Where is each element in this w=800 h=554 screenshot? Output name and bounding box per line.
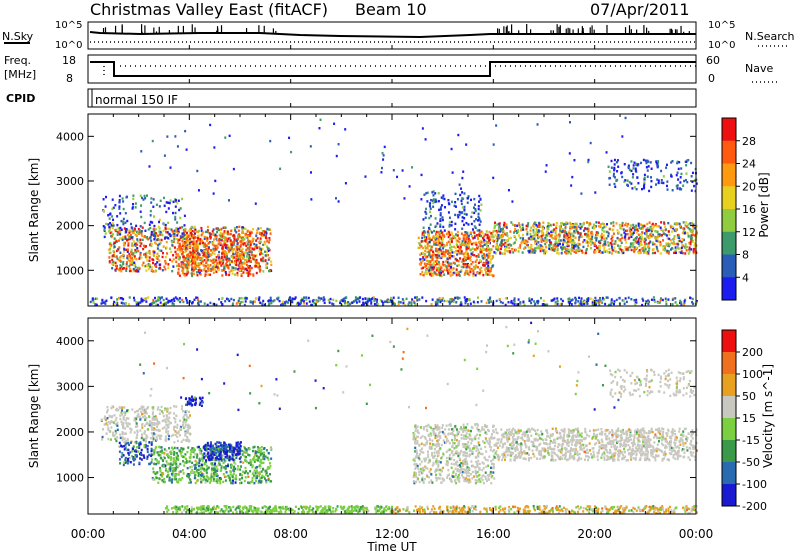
velocity-colorbar-swatch [722,374,736,397]
time-tick-0: 00:00 [71,527,106,541]
nsearch-tick-bottom: 10^0 [708,40,735,51]
nave-label: Nave [745,62,773,75]
power-ytick-1: 2000 [56,220,84,233]
velocity-colorbar-tick-2: 50 [742,390,756,403]
beam-label: Beam 10 [355,0,427,19]
velocity-ylabel: Slant Range [km] [27,364,41,468]
velocity-colorbar-swatch [722,396,736,419]
power-colorbar-label: Power [dB] [757,172,771,237]
power-colorbar-swatch [722,209,736,233]
time-tick-5: 20:00 [577,527,612,541]
power-colorbar-tick-3: 16 [742,203,756,216]
power-colorbar-tick-6: 28 [742,135,756,148]
velocity-colorbar-tick-7: -200 [742,500,767,513]
velocity-panel: 1000 2000 3000 4000 Slant Range [km] 200 100… [27,317,775,515]
velocity-colorbar-tick-3: 15 [742,412,756,425]
velocity-ytick-3: 4000 [56,335,84,348]
power-data [89,116,698,307]
power-colorbar-swatch [722,140,736,164]
nsky-tick-top: 10^5 [55,20,82,31]
nsky-line [89,31,696,39]
velocity-ytick-2: 3000 [56,380,84,393]
velocity-colorbar-swatch [722,484,736,507]
velocity-colorbar-tick-1: 100 [742,368,763,381]
velocity-ytick-0: 1000 [56,472,84,485]
cpid-label: CPID [6,92,35,105]
nsky-spikes [102,24,690,34]
cpid-panel: CPID normal 150 IF [6,88,697,108]
freq-panel: Freq. [MHz] 18 8 60 0 Nave [4,54,778,85]
velocity-colorbar-tick-5: -50 [742,456,760,469]
nsky-panel: N.Sky 10^5 10^0 10^5 10^0 N.Search [2,20,795,51]
velocity-colorbar-tick-6: -100 [742,478,767,491]
velocity-data [100,321,698,515]
power-colorbar-swatch [722,277,736,301]
cpid-value: normal 150 IF [95,93,178,107]
velocity-colorbar-swatch [722,330,736,353]
power-colorbar-swatch [722,186,736,210]
nsky-label: N.Sky [2,30,34,43]
power-colorbar-tick-2: 12 [742,226,756,239]
nsky-tick-bottom: 10^0 [55,40,82,51]
freq-tick-top: 18 [62,54,76,67]
time-tick-2: 08:00 [273,527,308,541]
time-axis: 00:00 04:00 08:00 12:00 16:00 20:00 00:00 [71,45,714,541]
velocity-colorbar-swatch [722,440,736,463]
power-ytick-2: 3000 [56,175,84,188]
velocity-colorbar-swatch [722,418,736,441]
power-colorbar-swatch [722,254,736,278]
freq-label-1: Freq. [4,54,31,67]
velocity-colorbar-swatch [722,462,736,485]
nave-tick-bottom: 0 [708,72,715,85]
power-colorbar-tick-4: 20 [742,180,756,193]
power-ytick-3: 4000 [56,130,84,143]
power-colorbar-tick-0: 4 [742,271,749,284]
power-colorbar-tick-1: 8 [742,249,749,262]
time-tick-3: 12:00 [375,527,410,541]
time-tick-1: 04:00 [172,527,207,541]
power-colorbar-swatch [722,231,736,255]
time-axis-label: Time UT [366,540,417,554]
freq-label-2: [MHz] [4,68,36,81]
power-ylabel: Slant Range [km] [27,158,41,262]
nsearch-tick-top: 10^5 [708,20,735,31]
velocity-colorbar-tick-4: -15 [742,434,760,447]
power-colorbar-tick-5: 24 [742,158,756,171]
velocity-colorbar-label: Velocity [m s^-1] [761,364,775,468]
station-title: Christmas Valley East (fitACF) [90,0,328,19]
power-ytick-0: 1000 [56,264,84,277]
time-tick-6: 00:00 [679,527,714,541]
power-colorbar-swatch [722,118,736,142]
time-tick-4: 16:00 [476,527,511,541]
nsearch-label: N.Search [745,30,795,43]
freq-tick-bottom: 8 [66,72,73,85]
velocity-colorbar-swatch [722,352,736,375]
velocity-ytick-1: 2000 [56,426,84,439]
velocity-colorbar-tick-0: 200 [742,346,763,359]
power-colorbar-swatch [722,163,736,187]
freq-line [90,61,696,77]
power-panel: 1000 2000 3000 4000 Slant Range [km] 4 8 12 16… [27,113,771,307]
nave-tick-top: 60 [706,54,720,67]
date-label: 07/Apr/2011 [590,0,690,19]
